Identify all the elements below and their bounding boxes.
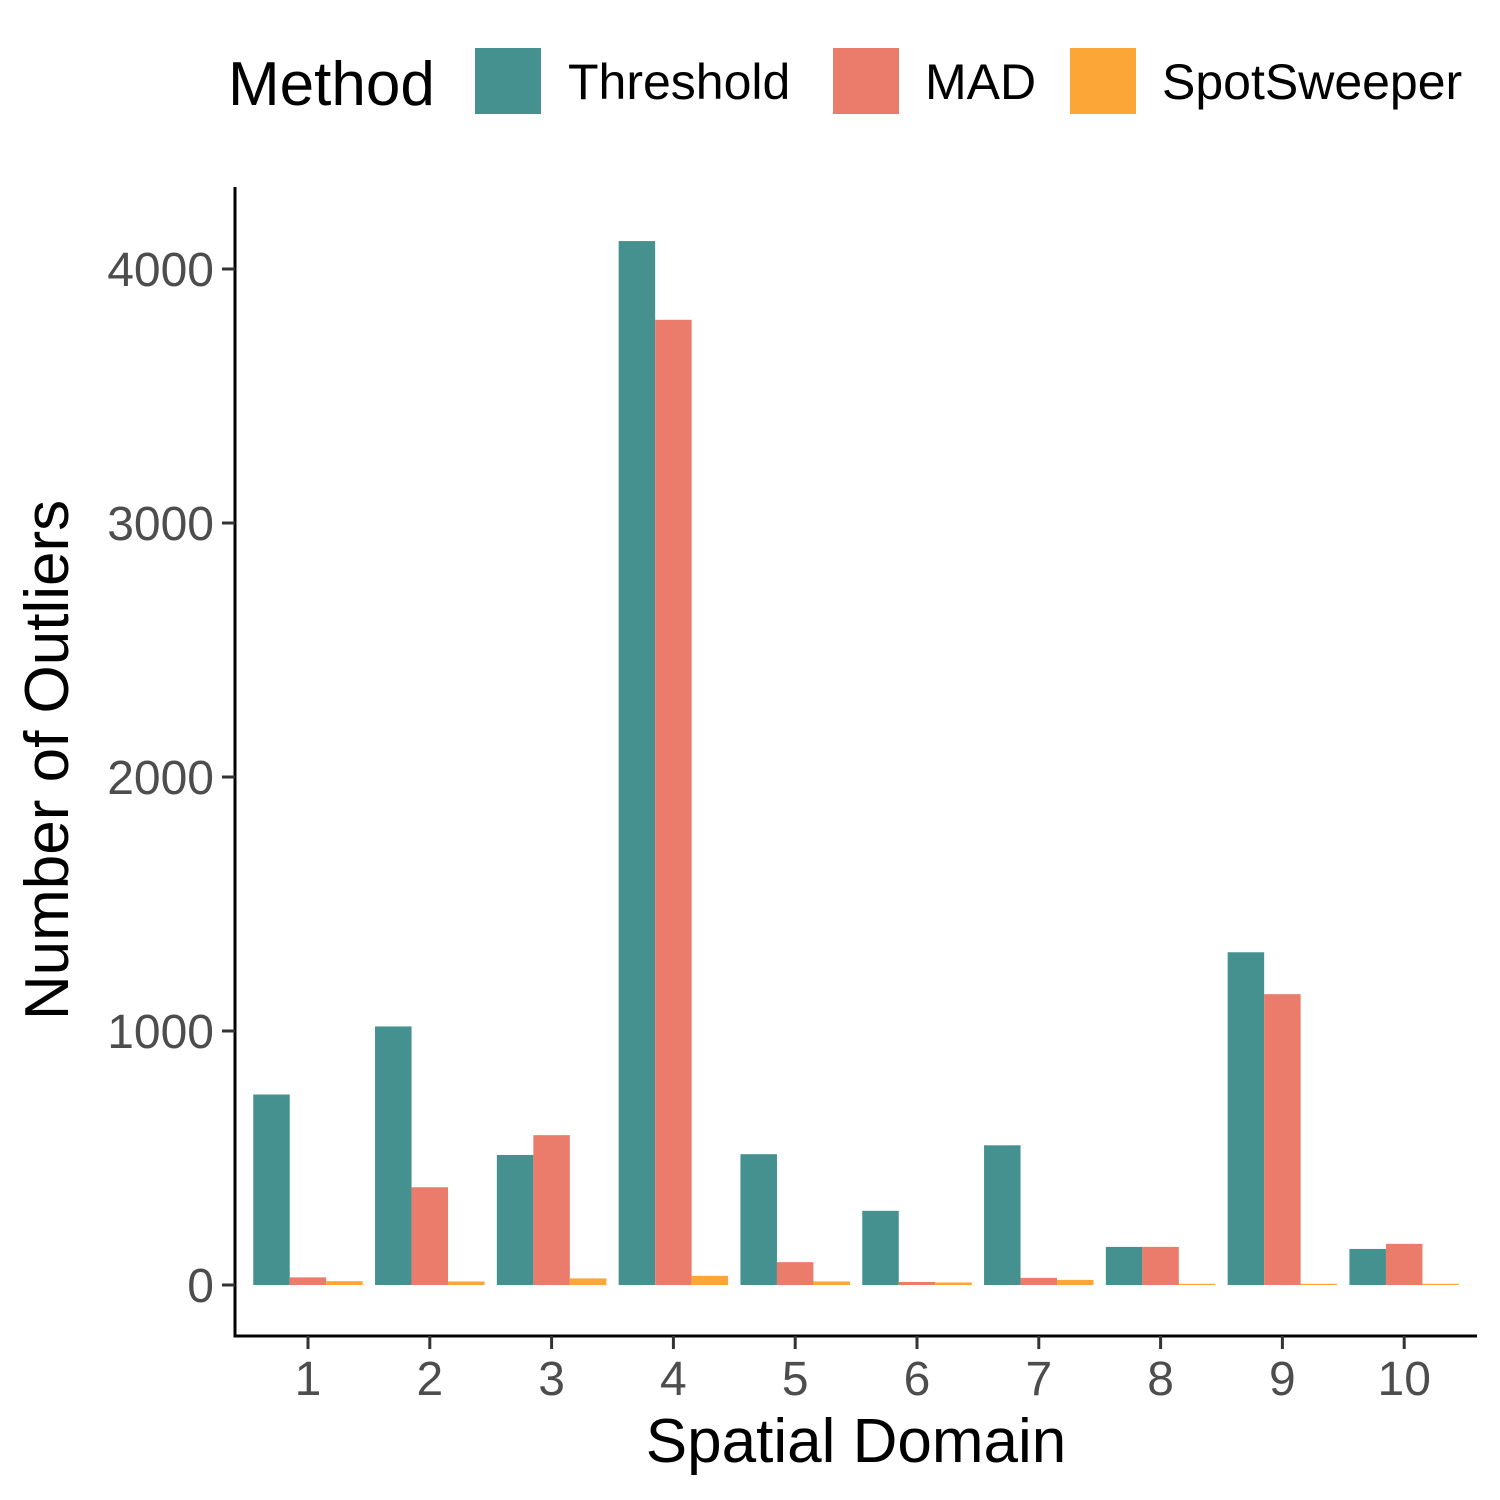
y-tick-label: 3000 <box>107 498 214 551</box>
bar-spotsweeper-4 <box>691 1275 729 1285</box>
x-tick-label: 3 <box>538 1353 565 1406</box>
bar-spotsweeper-8 <box>1178 1283 1216 1285</box>
legend-key-mad <box>833 48 899 114</box>
x-ticks: 1 2 3 4 5 6 7 8 9 10 <box>295 1336 1431 1406</box>
bar-spotsweeper-7 <box>1057 1279 1094 1285</box>
x-tick-label: 9 <box>1269 1353 1296 1406</box>
bar-threshold-6 <box>862 1210 899 1285</box>
bars <box>253 241 1459 1285</box>
x-tick-label: 10 <box>1378 1353 1431 1406</box>
legend-label-spotsweeper: SpotSweeper <box>1162 54 1462 110</box>
bar-mad-1 <box>289 1277 327 1285</box>
x-tick-label: 4 <box>660 1353 687 1406</box>
bar-threshold-7 <box>984 1145 1021 1285</box>
legend-title: Method <box>228 50 435 119</box>
bar-mad-8 <box>1142 1246 1179 1285</box>
bar-spotsweeper-3 <box>569 1278 607 1285</box>
bar-spotsweeper-1 <box>326 1281 363 1285</box>
bar-spotsweeper-2 <box>448 1281 485 1285</box>
x-tick-label: 8 <box>1147 1353 1174 1406</box>
y-ticks: 0 1000 2000 3000 4000 <box>107 244 235 1313</box>
x-axis-title: Spatial Domain <box>646 1407 1066 1476</box>
bar-mad-9 <box>1264 994 1301 1285</box>
x-tick-label: 2 <box>416 1353 443 1406</box>
legend-key-spotsweeper <box>1070 48 1136 114</box>
bar-threshold-1 <box>253 1094 290 1285</box>
legend-label-threshold: Threshold <box>568 54 790 110</box>
y-tick-label: 4000 <box>107 244 214 297</box>
bar-threshold-9 <box>1227 952 1265 1285</box>
bar-spotsweeper-5 <box>813 1281 850 1285</box>
x-tick-label: 7 <box>1025 1353 1052 1406</box>
x-tick-label: 1 <box>295 1353 322 1406</box>
bar-spotsweeper-9 <box>1300 1283 1338 1285</box>
bar-spotsweeper-6 <box>935 1282 972 1285</box>
bar-mad-2 <box>411 1187 449 1285</box>
bar-mad-4 <box>655 319 692 1285</box>
legend: Method Threshold MAD SpotSweeper <box>228 48 1462 119</box>
y-tick-label: 2000 <box>107 752 214 805</box>
axes <box>233 187 1477 1338</box>
y-tick-label: 1000 <box>107 1006 214 1059</box>
legend-label-mad: MAD <box>925 54 1036 110</box>
bar-mad-7 <box>1020 1277 1058 1285</box>
bar-spotsweeper-10 <box>1422 1283 1459 1285</box>
bar-mad-6 <box>898 1281 936 1285</box>
x-tick-label: 6 <box>904 1353 931 1406</box>
bar-threshold-4 <box>618 241 656 1285</box>
bar-mad-3 <box>533 1135 570 1285</box>
y-tick-label: 0 <box>187 1260 214 1313</box>
bar-threshold-3 <box>496 1154 534 1285</box>
bar-threshold-2 <box>375 1026 412 1285</box>
bar-mad-10 <box>1385 1243 1423 1285</box>
bar-mad-5 <box>776 1262 814 1285</box>
bar-threshold-8 <box>1105 1246 1143 1285</box>
bar-threshold-10 <box>1349 1248 1386 1285</box>
legend-key-threshold <box>475 48 541 114</box>
x-tick-label: 5 <box>782 1353 809 1406</box>
y-axis-title: Number of Outliers <box>13 500 82 1020</box>
bar-threshold-5 <box>740 1154 777 1285</box>
